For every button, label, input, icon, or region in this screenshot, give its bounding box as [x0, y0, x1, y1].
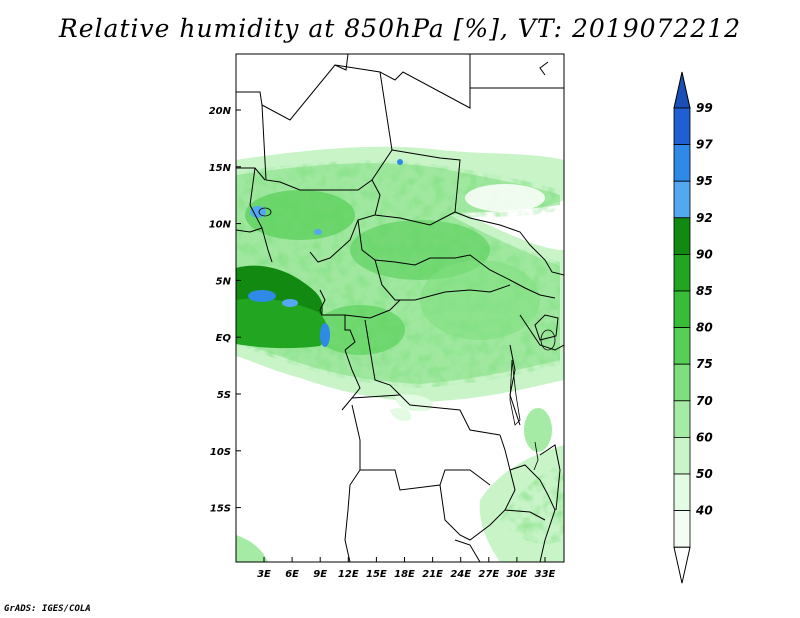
colorbar-bottom-arrow [673, 546, 691, 584]
lon-tick-label: 18E [394, 569, 415, 580]
colorbar-segment [673, 290, 691, 328]
lon-tick-label: 33E [535, 569, 556, 580]
lon-tick-label: 15E [366, 569, 387, 580]
lat-tick-label: 5N [216, 276, 232, 287]
colorbar-segment [673, 107, 691, 145]
colorbar: 99 97 95 92 90 85 80 75 70 60 50 40 [673, 71, 713, 584]
colorbar-segment [673, 473, 691, 511]
map-frame [235, 53, 565, 563]
colorbar-top-arrow [673, 71, 691, 109]
lon-tick-label: 30E [507, 569, 528, 580]
grads-credit: GrADS: IGES/COLA [4, 604, 91, 614]
colorbar-label: 40 [695, 504, 713, 518]
lat-tick-label: 10S [210, 447, 231, 458]
colorbar-label: 85 [696, 284, 713, 298]
colorbar-segment [673, 253, 691, 292]
colorbar-segment [673, 436, 691, 475]
colorbar-label: 92 [696, 211, 713, 225]
lat-tick-label: 10N [209, 220, 232, 231]
colorbar-segment [673, 180, 691, 219]
latitude-axis: 20N 15N 10N 5N EQ 5S 10S 15S [209, 106, 241, 515]
colorbar-segment [673, 510, 691, 548]
lon-tick-label: 27E [478, 569, 499, 580]
lon-tick-label: 6E [285, 569, 299, 580]
colorbar-label: 99 [696, 101, 713, 115]
lat-tick-label: 15N [209, 163, 232, 174]
lon-tick-label: 3E [257, 569, 271, 580]
humidity-field [236, 146, 564, 562]
colorbar-segment [673, 217, 691, 255]
colorbar-label: 80 [696, 321, 713, 335]
colorbar-label: 50 [696, 467, 713, 481]
colorbar-label: 95 [696, 174, 713, 188]
country-borders [236, 54, 564, 562]
lon-tick-label: 12E [338, 569, 359, 580]
colorbar-segment [673, 363, 691, 402]
lat-tick-label: 15S [210, 504, 231, 515]
colorbar-label: 90 [696, 247, 713, 261]
colorbar-label: 75 [696, 357, 713, 371]
lon-tick-label: 21E [422, 569, 443, 580]
longitude-axis: 3E 6E 9E 12E 15E 18E 21E 24E 27E 30E 33E [257, 557, 556, 580]
lakes [258, 207, 556, 471]
colorbar-segment [673, 327, 691, 365]
lon-tick-label: 24E [450, 569, 471, 580]
lat-tick-label: 20N [209, 106, 232, 117]
lon-tick-label: 9E [313, 569, 327, 580]
colorbar-label: 70 [696, 394, 713, 408]
colorbar-label: 60 [696, 430, 713, 444]
lat-tick-label: EQ [216, 333, 232, 344]
colorbar-segment [673, 144, 691, 182]
lat-tick-label: 5S [217, 390, 231, 401]
colorbar-segment [673, 400, 691, 438]
chart-title: Relative humidity at 850hPa [%], VT: 201… [58, 14, 742, 43]
colorbar-label: 97 [696, 138, 713, 152]
